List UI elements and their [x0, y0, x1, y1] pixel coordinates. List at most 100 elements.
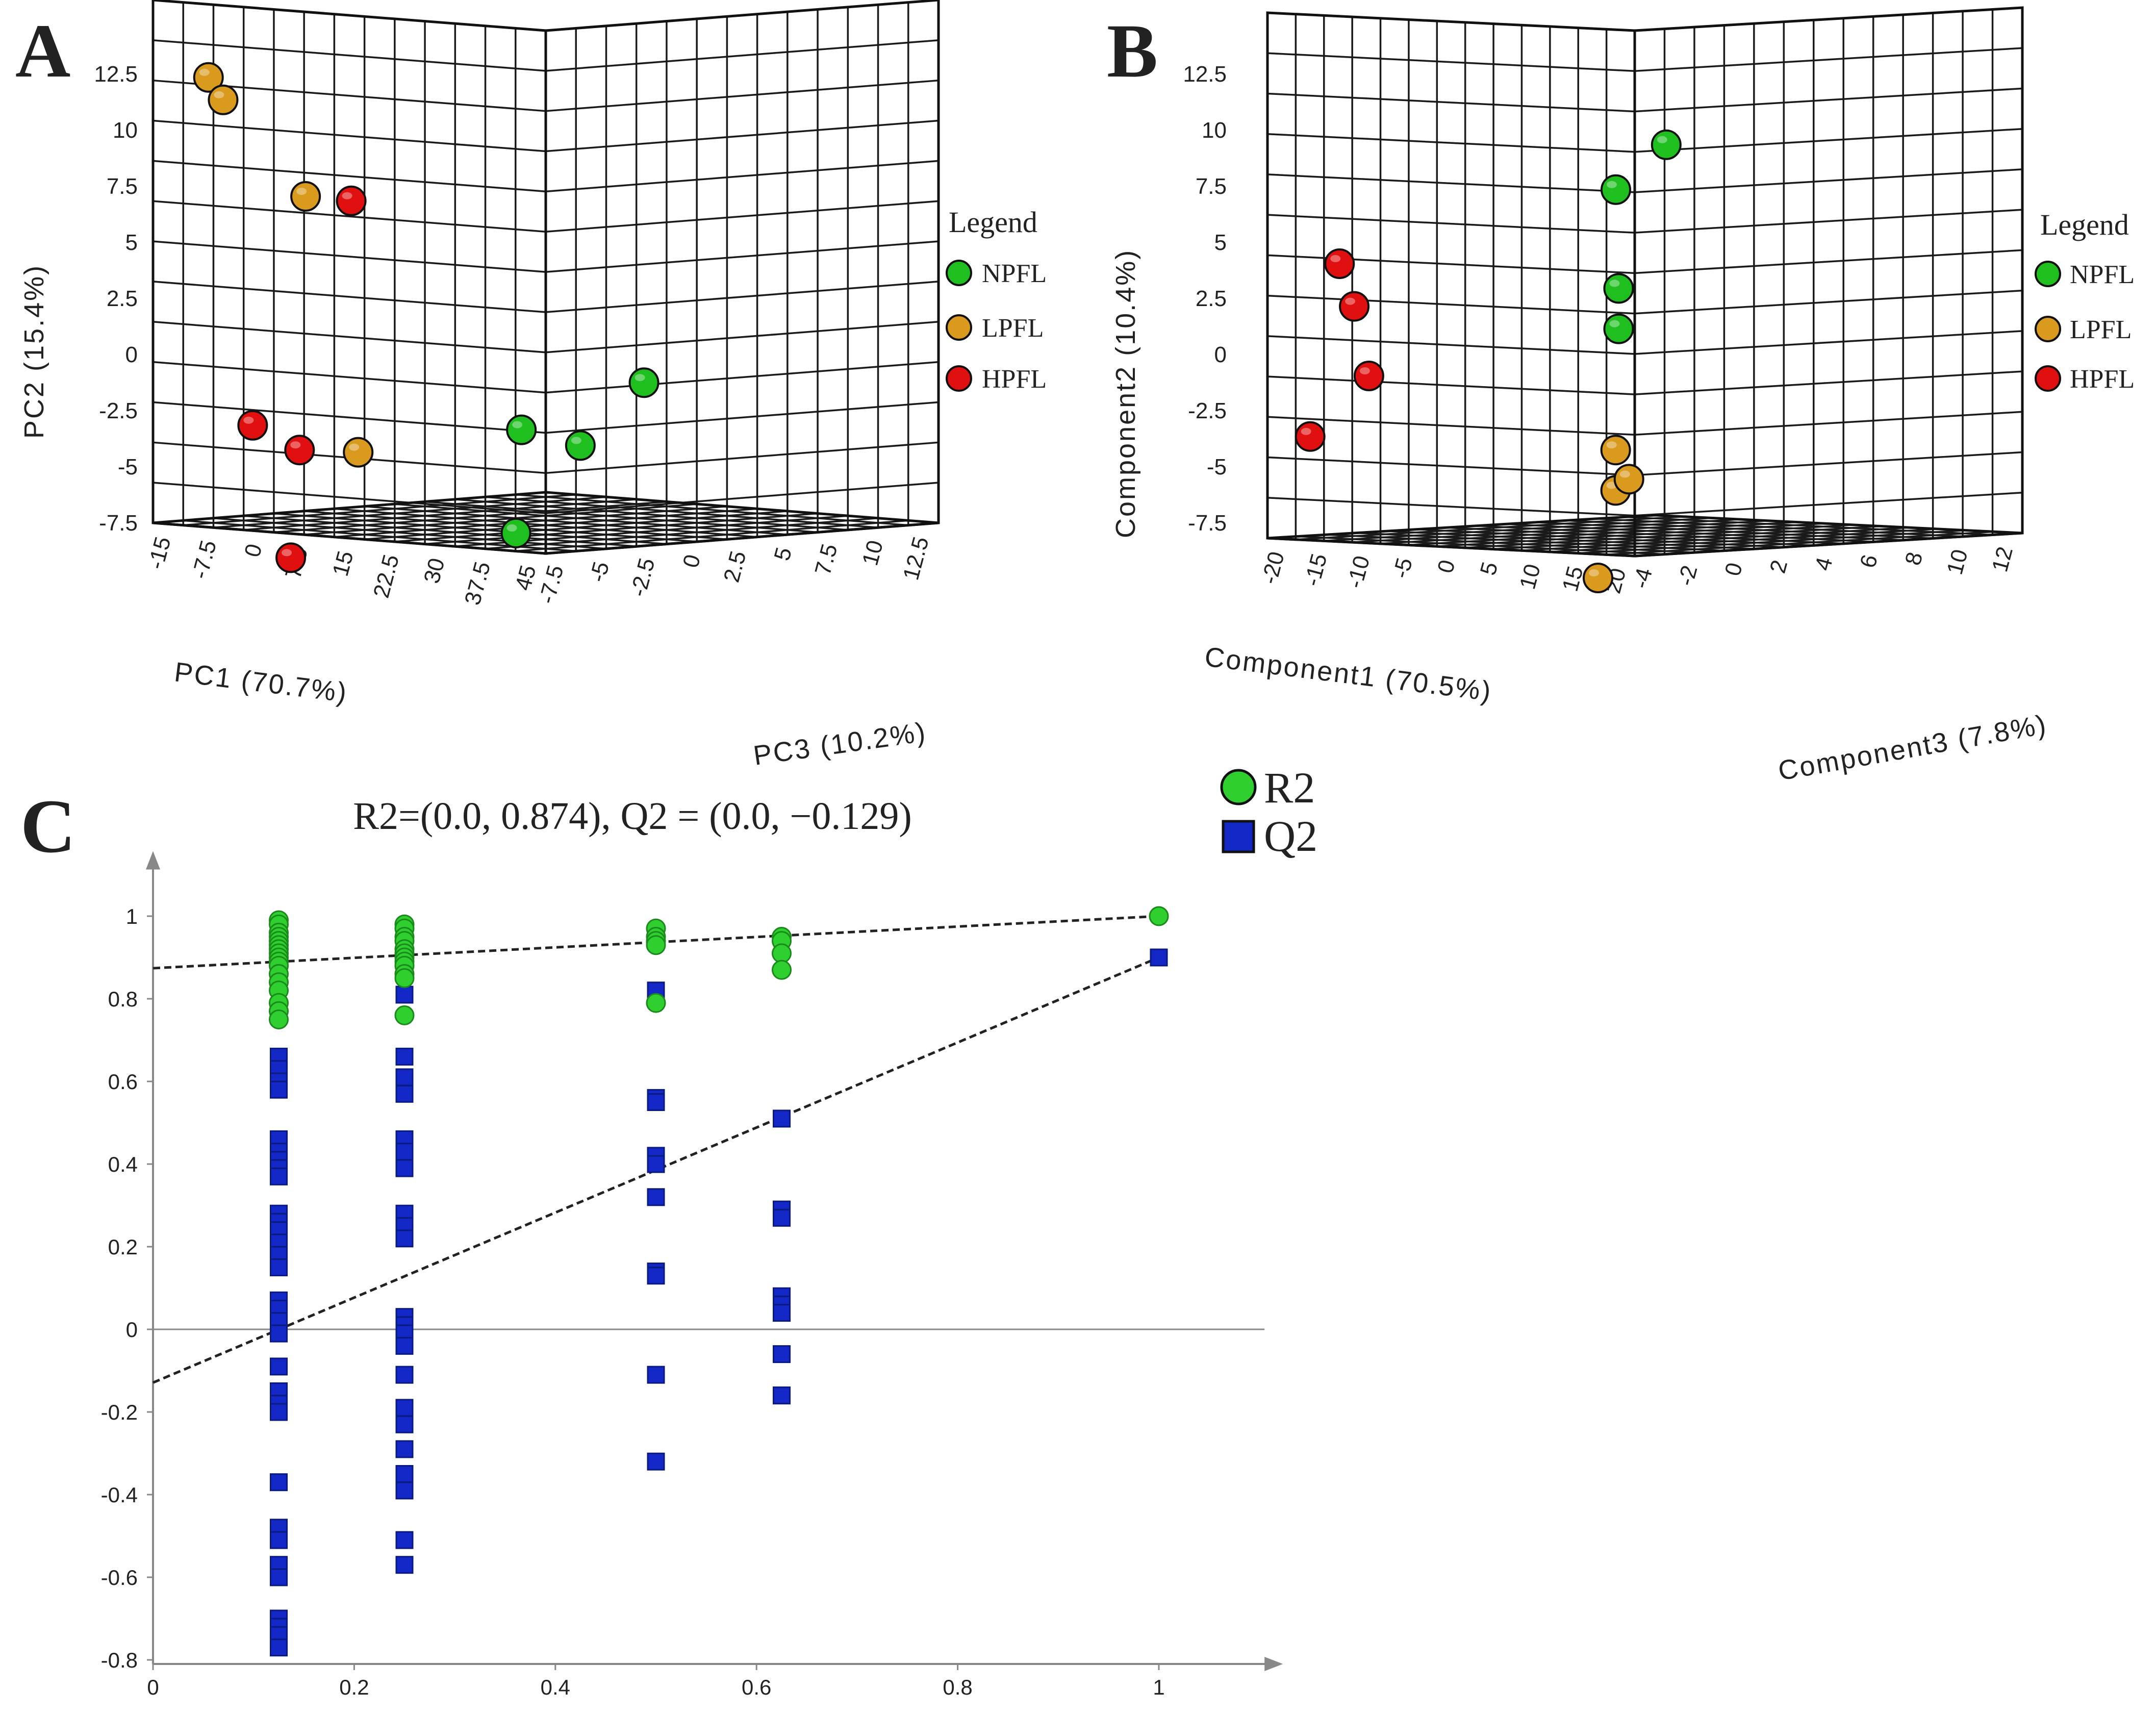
- panel-b-label: B: [1107, 9, 1158, 93]
- panel-a-legend-lpfl: LPFL: [982, 314, 1044, 343]
- panel-b-grid-line: [1634, 411, 2023, 436]
- panel-c-regression-lines: [153, 915, 1159, 1384]
- panel-b-grid-line: [1634, 128, 2023, 153]
- panel-b-point-highlight: [1619, 470, 1630, 478]
- panel-b-grid-line: [1625, 516, 1993, 536]
- panel-b-legend-title: Legend: [2040, 208, 2129, 241]
- panel-c-q2-point: [395, 1415, 414, 1433]
- panel-c-q2-point: [773, 1304, 791, 1322]
- panel-b-point-highlight: [1609, 280, 1620, 287]
- panel-a-3d-grid: [151, 0, 940, 555]
- panel-b-point-highlight: [1301, 427, 1311, 435]
- panel-a-legend-npfl-marker: [946, 260, 972, 286]
- panel-b-grid-line: [1634, 370, 2023, 395]
- panel-c-x-tick: 0.8: [943, 1675, 972, 1699]
- panel-a-z-tick: -5: [585, 559, 614, 585]
- panel-c-q2-point: [270, 1357, 288, 1376]
- panel-a-point-hpfl: [275, 542, 307, 573]
- panel-b-grid-line: [1267, 214, 1635, 234]
- panel-b-points: [1295, 129, 1682, 593]
- panel-b-grid-line: [1634, 289, 2023, 315]
- panel-b-point-highlight: [1589, 569, 1599, 576]
- panel-b-grid-line: [1634, 451, 2023, 476]
- panel-b-grid-line: [1267, 416, 1635, 436]
- panel-c-q2-point: [1150, 948, 1168, 967]
- panel-b-point-lpfl: [1583, 563, 1613, 593]
- panel-c-r2-point: [772, 943, 792, 964]
- panel-b-point-highlight: [1330, 255, 1341, 262]
- panel-b-z-tick: 0: [1720, 560, 1747, 578]
- panel-c-x-tick: 0.6: [742, 1675, 771, 1699]
- panel-a-x-tick: 15: [328, 548, 359, 579]
- panel-b-y-tick: 5: [1214, 230, 1227, 255]
- panel-b-grid-line: [1296, 515, 1684, 541]
- panel-a-y-tick: 0: [125, 342, 138, 367]
- panel-b-y-tick: 2.5: [1196, 286, 1227, 311]
- panel-b-z-tick: 10: [1942, 547, 1973, 577]
- panel-c-q2-point: [773, 1208, 791, 1227]
- panel-a-right-wall-frame: [544, 0, 940, 555]
- panel-a-point-highlight: [282, 549, 292, 557]
- panel-c-y-tick: 0.2: [108, 1235, 138, 1259]
- panel-a-point-highlight: [214, 91, 224, 98]
- panel-b-y-tick: -2.5: [1188, 398, 1227, 423]
- panel-a-point-lpfl: [193, 62, 224, 93]
- panel-c-q2-point: [647, 1267, 665, 1285]
- panel-a-point-npfl: [565, 430, 596, 461]
- panel-c-q2-point: [270, 1167, 288, 1185]
- panel-a-grid-line: [545, 79, 939, 112]
- panel-a-z-tick: 7.5: [810, 541, 843, 578]
- panel-c-q2-point: [647, 1366, 665, 1384]
- panel-b-z-tick: 2: [1765, 558, 1793, 576]
- panel-a-legend-npfl: NPFL: [982, 259, 1047, 288]
- panel-b-z-tick: -2: [1673, 563, 1702, 588]
- panel-c-q2-point: [395, 1481, 414, 1500]
- panel-b-y-tick: 12.5: [1183, 62, 1227, 87]
- panel-a-grid-line: [545, 482, 939, 514]
- panel-b-x-tick: -5: [1388, 555, 1417, 581]
- panel-b-point-hpfl: [1339, 291, 1370, 322]
- panel-a-y-tick: -7.5: [99, 511, 138, 536]
- panel-c-label: C: [20, 784, 75, 869]
- panel-c-y-tick: -0.6: [101, 1566, 138, 1589]
- panel-a-point-highlight: [342, 192, 352, 199]
- panel-b-grid-line: [1267, 92, 1635, 113]
- panel-c-y-tick: 1: [126, 904, 138, 928]
- panel-c-q2-point: [395, 1229, 414, 1248]
- panel-b-z-tick: 12: [1987, 544, 2018, 574]
- panel-c-r2-point: [646, 993, 666, 1013]
- panel-c-r2-point: [1149, 906, 1169, 926]
- panel-a-grid-line: [545, 401, 939, 434]
- panel-c-q2-point: [395, 1465, 414, 1483]
- panel-a-y-tick: 5: [125, 230, 138, 255]
- panel-c-y-tick: -0.8: [101, 1648, 138, 1672]
- panel-c-q2-point: [395, 1399, 414, 1417]
- panel-c-axes: 1 0.8 0.6 0.4 0.2 0 -0.2 -0.4 -0.6 -0.8 0 0.2 0.4 0.6…: [101, 851, 1283, 1699]
- panel-b-point-highlight: [1606, 482, 1617, 489]
- panel-c-q2-point: [270, 1531, 288, 1549]
- panel-a-legend-title: Legend: [949, 206, 1037, 239]
- panel-a-label: A: [15, 9, 70, 93]
- panel-c-q2-point: [773, 1386, 791, 1405]
- panel-c-y-tick: 0.4: [108, 1152, 138, 1176]
- panel-b-x-tick: -10: [1342, 553, 1375, 591]
- panel-b-grid-line: [1267, 52, 1635, 72]
- panel-c-q2-point: [395, 1440, 414, 1458]
- panel-a-point-lpfl: [208, 84, 239, 115]
- panel-a-y-tick: -5: [118, 455, 138, 480]
- panel-a-point-lpfl: [290, 181, 321, 212]
- panel-c-y-tick: -0.2: [101, 1400, 138, 1424]
- panel-b-x-tick: -20: [1257, 549, 1289, 587]
- panel-a: A 12.5107.552.50-2.5-5-7.5-15-7.507.5152…: [15, 0, 1047, 771]
- panel-a-point-lpfl: [343, 437, 374, 468]
- panel-b-legend-hpfl: HPFL: [2070, 365, 2135, 394]
- panel-c-x-tick: 0.2: [339, 1675, 369, 1699]
- panel-b-grid-line: [1634, 330, 2023, 355]
- panel-b-point-hpfl: [1324, 248, 1355, 279]
- panel-b-y-tick: -7.5: [1188, 511, 1227, 536]
- panel-c-legend: R2 Q2: [1220, 763, 1317, 861]
- panel-a-legend-hpfl: HPFL: [982, 365, 1047, 394]
- panel-c-q2-point: [647, 1452, 665, 1471]
- panel-b-point-highlight: [1345, 297, 1356, 305]
